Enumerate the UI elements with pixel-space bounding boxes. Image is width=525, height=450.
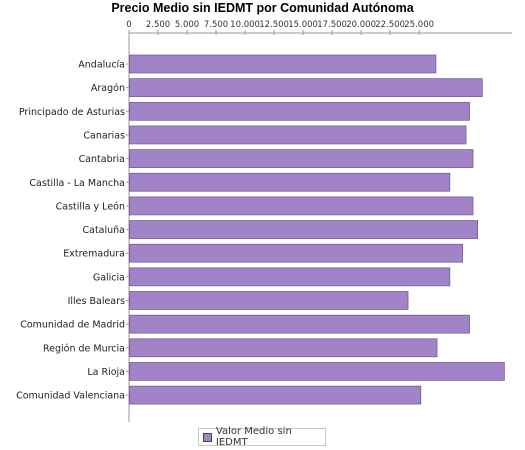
category-label: Región de Murcia	[43, 343, 125, 354]
category-label: Extremadura	[63, 249, 125, 260]
category-label: Canarias	[83, 130, 125, 141]
legend: Valor Medio sin IEDMT	[198, 426, 326, 448]
category-label: La Rioja	[87, 367, 125, 378]
x-tick-label: 22.500	[375, 20, 405, 30]
category-label: Aragón	[91, 83, 125, 94]
category-label: Cataluña	[82, 225, 125, 236]
bar	[129, 78, 483, 98]
bar	[129, 338, 438, 358]
category-label: Galicia	[93, 272, 125, 283]
bars	[129, 54, 505, 405]
y-axis: Andalucía Aragón Principado de Asturias Can…	[16, 33, 130, 422]
bar	[129, 385, 422, 405]
chart-title: Precio Medio sin IEDMT por Comunidad Aut…	[111, 1, 414, 15]
x-tick-label: 20.000	[346, 20, 376, 30]
legend-label: Valor Medio sin IEDMT	[215, 426, 292, 448]
bar	[129, 220, 479, 239]
bar	[129, 54, 437, 74]
bar	[129, 101, 470, 121]
x-tick-label: 25.000	[404, 20, 434, 30]
x-tick-label: 7.500	[204, 20, 228, 30]
x-tick-label: 15.000	[288, 20, 318, 30]
bar	[129, 243, 463, 263]
x-axis: 0 2.500 5.000 7.500 10.000 12.500 15.000 17.500…	[126, 20, 512, 35]
bar	[129, 196, 474, 216]
category-label: Comunidad de Madrid	[20, 320, 125, 331]
category-label: Illes Balears	[68, 296, 125, 307]
bar	[129, 172, 451, 192]
bar	[129, 314, 470, 334]
x-tick-label: 0	[126, 20, 131, 30]
x-tick-label: 2.500	[146, 20, 170, 30]
x-tick-label: 5.000	[175, 20, 199, 30]
category-label: Comunidad Valenciana	[16, 391, 125, 402]
legend-swatch	[203, 432, 212, 442]
category-label: Castilla y León	[56, 201, 125, 212]
x-tick-label: 10.000	[230, 20, 260, 30]
x-tick-label: 12.500	[259, 20, 289, 30]
x-tick-label: 17.500	[317, 20, 347, 30]
bar	[129, 125, 467, 145]
bar	[129, 149, 474, 168]
category-label: Castilla - La Mancha	[29, 178, 125, 189]
bar	[129, 267, 451, 287]
category-label: Andalucía	[78, 60, 125, 71]
bar	[129, 291, 409, 310]
category-label: Cantabria	[79, 154, 125, 165]
category-label: Principado de Asturias	[19, 107, 125, 118]
bar	[129, 362, 505, 381]
